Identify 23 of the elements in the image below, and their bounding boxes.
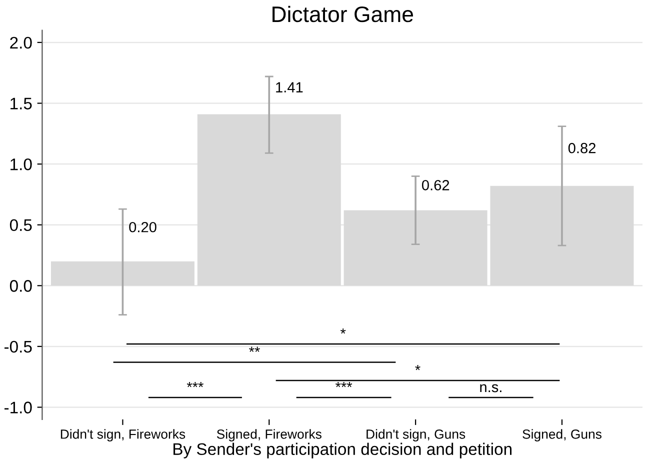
y-tick-label: 1.5 [10,98,32,110]
y-tick-label: -1.0 [4,402,32,414]
annotation: * [340,328,346,334]
x-tick-label: Signed, Guns [522,429,602,442]
x-tick-label: Signed, Fireworks [216,429,322,442]
annotation: * [415,365,420,370]
data-label: 0.82 [568,142,596,154]
chart-title: Dictator Game [272,6,413,22]
y-tick-label: 0.5 [10,219,32,232]
data-label: 0.62 [422,180,450,190]
annotation: *** [336,382,352,388]
annotation: *** [186,382,204,388]
data-label: 1.41 [276,82,303,92]
x-tick-label: Didn't sign, Fireworks [60,429,186,442]
annotation: ** [249,346,260,352]
y-tick-label: 2.0 [10,36,32,49]
annotation: n.s. [480,384,502,392]
y-tick-label: 0.0 [10,280,32,292]
data-label: 0.20 [129,222,156,232]
y-tick-label: -0.5 [4,340,32,353]
x-tick-label: Didn't sign, Guns [366,429,466,442]
x-axis-title: By Sender's participation decision and petition [174,442,512,458]
y-tick-label: 1.0 [10,158,32,170]
